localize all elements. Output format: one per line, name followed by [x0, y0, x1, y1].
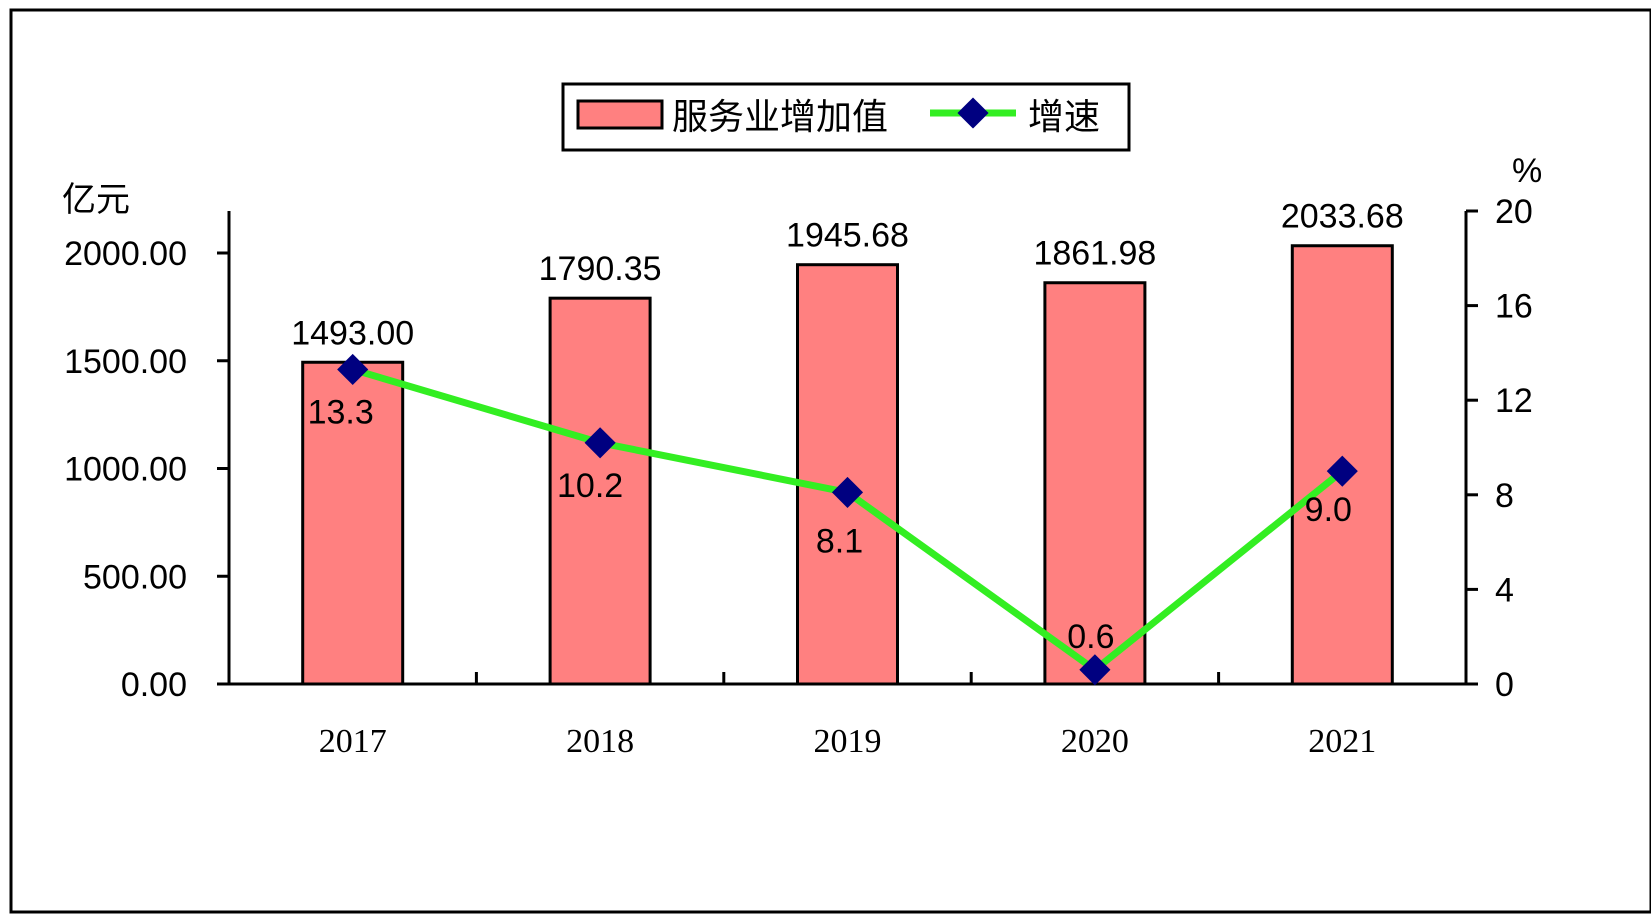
line-series — [337, 353, 1358, 686]
y-right-tick-label: 0 — [1495, 666, 1514, 704]
y-right-tick-label: 4 — [1495, 571, 1514, 609]
y-left-tick-label: 1000.00 — [64, 451, 187, 489]
bar-2020 — [1043, 281, 1147, 686]
bar-series — [301, 244, 1394, 686]
y-left-unit: 亿元 — [62, 181, 130, 219]
growth-label-2021: 9.0 — [1305, 491, 1352, 529]
growth-label-2019: 8.1 — [816, 522, 863, 560]
x-tick-label-2021: 2021 — [1308, 723, 1376, 760]
legend-label-line: 增速 — [1028, 96, 1100, 137]
y-right-tick-label: 20 — [1495, 193, 1533, 231]
legend: 服务业增加值 增速 — [561, 82, 1131, 152]
line-value-labels: 13.3 10.2 8.1 0.6 9.0 — [308, 393, 1352, 655]
growth-marker-2021 — [1326, 455, 1358, 487]
legend-swatch-bar — [576, 99, 664, 130]
growth-label-2017: 13.3 — [308, 393, 374, 431]
y-right-tick-label: 12 — [1495, 382, 1533, 420]
bar-label-2019: 1945.68 — [786, 217, 909, 255]
growth-label-2018: 10.2 — [557, 467, 623, 505]
bar-label-2021: 2033.68 — [1281, 198, 1404, 236]
bar-2017 — [301, 360, 405, 686]
x-tick-label-2017: 2017 — [319, 723, 387, 760]
growth-marker-2019 — [831, 476, 864, 508]
bar-2019 — [796, 263, 899, 686]
bar-label-2018: 1790.35 — [539, 250, 662, 288]
growth-marker-2018 — [584, 427, 616, 459]
y-left-tick-label: 500.00 — [83, 558, 187, 596]
bar-2018 — [548, 296, 652, 686]
y-left-tick-label: 0.00 — [121, 666, 187, 704]
axes: 0.00 500.00 1000.00 1500.00 2000.00 0 4 8 12 16 20… — [64, 193, 1533, 760]
legend-label-bar: 服务业增加值 — [672, 96, 888, 137]
y-left-tick-label: 2000.00 — [64, 235, 187, 273]
x-tick-label-2019: 2019 — [814, 723, 882, 760]
y-right-unit: % — [1512, 152, 1542, 190]
growth-marker-2017 — [337, 353, 369, 386]
bar-value-labels: 1493.00 1790.35 1945.68 1861.98 2033.68 — [291, 198, 1404, 353]
x-tick-label-2020: 2020 — [1061, 723, 1129, 760]
y-right-tick-label: 8 — [1495, 477, 1514, 515]
y-right-tick-label: 16 — [1495, 288, 1533, 326]
x-tick-label-2018: 2018 — [566, 723, 634, 760]
y-left-tick-label: 1500.00 — [64, 343, 187, 381]
bar-label-2020: 1861.98 — [1033, 235, 1156, 273]
bar-label-2017: 1493.00 — [291, 314, 414, 352]
growth-label-2020: 0.6 — [1067, 618, 1114, 656]
